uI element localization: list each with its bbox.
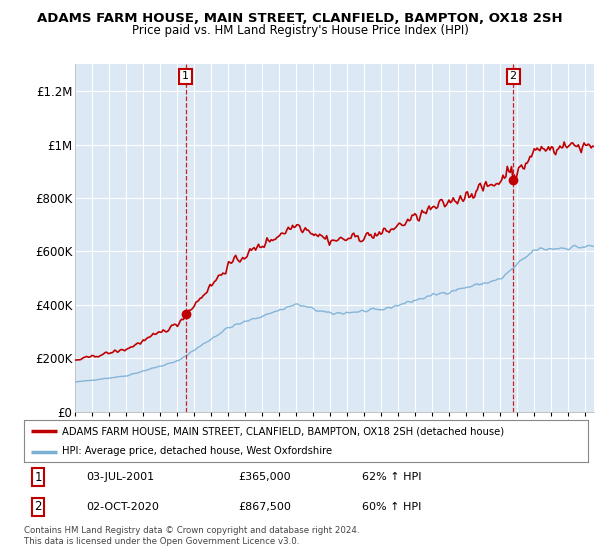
Text: 2: 2	[34, 500, 42, 513]
Text: 03-JUL-2001: 03-JUL-2001	[86, 472, 154, 482]
Text: 2: 2	[509, 72, 517, 81]
Text: HPI: Average price, detached house, West Oxfordshire: HPI: Average price, detached house, West…	[62, 446, 332, 456]
Text: 02-OCT-2020: 02-OCT-2020	[86, 502, 159, 512]
Text: Contains HM Land Registry data © Crown copyright and database right 2024.
This d: Contains HM Land Registry data © Crown c…	[24, 526, 359, 546]
Text: ADAMS FARM HOUSE, MAIN STREET, CLANFIELD, BAMPTON, OX18 2SH: ADAMS FARM HOUSE, MAIN STREET, CLANFIELD…	[37, 12, 563, 25]
Text: £365,000: £365,000	[238, 472, 291, 482]
Text: £867,500: £867,500	[238, 502, 291, 512]
Text: 1: 1	[34, 470, 42, 483]
Text: 62% ↑ HPI: 62% ↑ HPI	[362, 472, 422, 482]
Text: ADAMS FARM HOUSE, MAIN STREET, CLANFIELD, BAMPTON, OX18 2SH (detached house): ADAMS FARM HOUSE, MAIN STREET, CLANFIELD…	[62, 426, 505, 436]
Text: 1: 1	[182, 72, 189, 81]
Text: Price paid vs. HM Land Registry's House Price Index (HPI): Price paid vs. HM Land Registry's House …	[131, 24, 469, 36]
Text: 60% ↑ HPI: 60% ↑ HPI	[362, 502, 422, 512]
